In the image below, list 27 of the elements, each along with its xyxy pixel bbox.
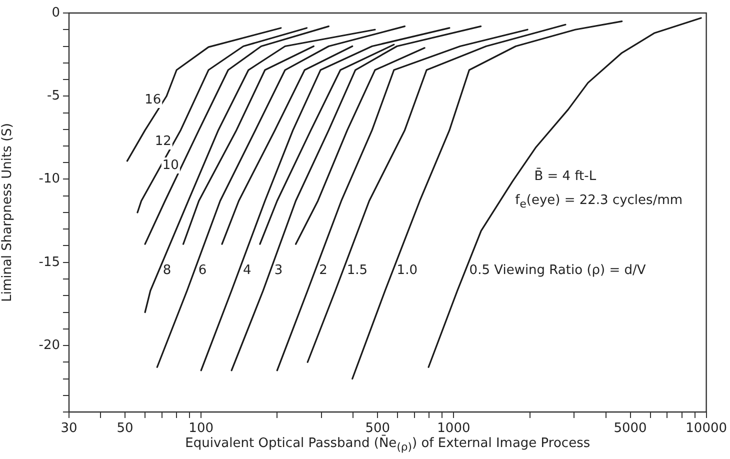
series-label: 2 <box>319 263 328 278</box>
x-tick-label: 100 <box>188 421 214 436</box>
annotation: B̄ = 4 ft-L <box>534 168 596 184</box>
series-label: 8 <box>162 263 172 278</box>
y-tick-label: -10 <box>38 172 60 187</box>
series-label: 6 <box>198 263 207 278</box>
y-axis-title: Liminal Sharpness Units (S) <box>0 123 16 302</box>
series-label: 0.5 Viewing Ratio (ρ) = d/V <box>469 263 646 278</box>
y-tick-label: -5 <box>47 88 60 104</box>
x-axis-title: Equivalent Optical Passband (N̄e$_{(ρ)}$) of External Image Process <box>184 436 592 454</box>
series-label: 4 <box>242 263 252 278</box>
annotation: f$_{e}$(eye) = 22.3 cycles/mm <box>515 192 683 210</box>
x-tick-label: 500 <box>365 421 390 436</box>
y-tick-label: -15 <box>38 254 60 270</box>
series-label: 1.0 <box>396 263 418 278</box>
x-tick-label: 30 <box>60 421 78 436</box>
y-tick-label: 0 <box>52 5 60 20</box>
series-label: 12 <box>154 134 172 149</box>
x-tick-label: 1000 <box>437 421 470 436</box>
series-label: 1.5 <box>346 263 368 278</box>
y-tick-label: -20 <box>38 338 60 353</box>
series-label: 10 <box>162 158 179 173</box>
series-label: 3 <box>274 263 283 278</box>
x-tick-label: 10000 <box>686 421 727 436</box>
series-label: 16 <box>144 92 162 108</box>
x-tick-label: 50 <box>116 421 134 436</box>
x-tick-label: 5000 <box>614 421 647 436</box>
